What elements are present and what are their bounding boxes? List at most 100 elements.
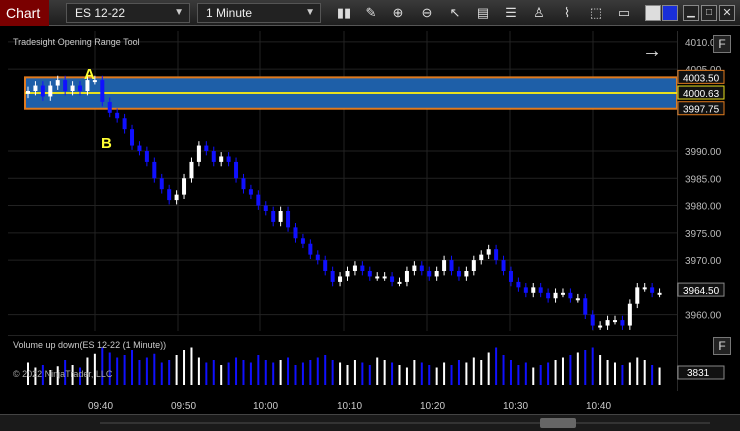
candle-body [397,281,402,284]
indicators-icon[interactable]: ⌇ [563,5,571,20]
price-axis: 4010.004005.003990.003985.003980.003975.… [677,31,725,391]
volume-bar [220,365,223,385]
candle-body [657,292,662,295]
price-tick-label: 4010.00 [685,38,722,49]
minimize-button[interactable]: ▁ [683,5,699,21]
strategy-icon[interactable]: ♙ [533,5,545,20]
candle-body [642,287,647,290]
candle-body [330,271,335,282]
time-label: 10:30 [503,401,529,412]
candle-body [345,271,350,277]
candle-body [78,85,83,91]
horizontal-scrollbar[interactable] [0,414,740,431]
maximize-button[interactable]: □ [701,5,717,21]
time-label: 10:40 [586,401,612,412]
volume-bar [86,357,89,385]
volume-bar [249,362,252,385]
volume-bar [405,367,408,385]
candle-body [471,260,476,271]
volume-bar [428,365,431,385]
bar-chart-icon[interactable]: ▮▮ [336,5,352,20]
volume-bar [108,352,111,385]
volume-bar [71,365,74,385]
volume-bar [561,357,564,385]
scroll-track[interactable] [100,422,710,424]
time-label: 10:00 [253,401,279,412]
candle-body [293,227,298,239]
candle-body [115,112,120,119]
price-plot[interactable] [8,31,677,331]
volume-plot[interactable] [8,335,677,390]
volume-bar [517,365,520,385]
candle-body [308,243,313,255]
interval-select[interactable]: 1 Minute ▼ [197,3,321,23]
candle-body [590,314,595,326]
candle-body [26,91,30,94]
volume-bar [450,365,453,385]
templates-icon[interactable]: ⬚ [589,5,603,20]
candle-body [360,265,365,271]
candle-body [583,298,588,315]
candle-body [226,156,231,162]
chart-tab[interactable]: Chart [0,0,49,26]
toolbar: Chart ES 12-22 ▼ 1 Minute ▼ ▮▮ ✎ ⊕ ⊖ ↖ ▤… [0,0,740,26]
candle-body [650,287,655,293]
price-tag-box [677,85,725,100]
tile-button[interactable] [645,5,661,21]
volume-bar [175,355,178,385]
close-button[interactable]: ✕ [719,5,735,21]
volume-bar [264,360,267,385]
pencil-icon[interactable]: ✎ [365,5,377,20]
volume-bar [361,362,364,385]
candle-body [412,265,417,271]
candle-body [516,281,521,288]
price-tick-label: 3960.00 [685,311,722,322]
volume-bar [93,353,96,385]
volume-bar [145,357,148,385]
volume-bar [353,360,356,385]
candle-body [92,80,97,83]
volume-bar [368,365,371,385]
candle-body [159,178,164,190]
volume-bar [346,365,349,385]
volume-f-button[interactable]: F [713,337,731,355]
candle-body [501,260,506,271]
volume-bar [539,365,542,385]
volume-bar [183,350,186,385]
volume-bar [413,360,416,385]
scroll-thumb[interactable] [540,418,576,428]
time-label: 10:10 [337,401,363,412]
workspace-icon[interactable]: ▭ [617,5,631,20]
time-label: 09:50 [171,401,197,412]
candle-body [486,249,491,255]
arrow-right-icon[interactable]: → [642,40,662,62]
volume-bar [443,362,446,385]
panel-f-button[interactable]: F [713,35,731,53]
volume-bar [487,352,490,385]
candle-body [612,320,617,323]
instrument-select[interactable]: ES 12-22 ▼ [66,3,190,23]
pointer-icon[interactable]: ↖ [449,5,461,20]
price-tick-label: 3975.00 [685,229,722,240]
price-tick-label: 3985.00 [685,174,722,185]
time-label: 09:40 [88,401,114,412]
candle-body [48,85,53,97]
link-button[interactable] [662,5,678,21]
volume-bar [435,367,438,385]
price-tag-label: 4003.50 [683,73,720,84]
volume-bar [272,362,275,385]
volume-bar [79,367,82,385]
volume-bar [554,360,557,385]
candle-body [523,287,528,293]
candle-body [404,271,409,282]
properties-icon[interactable]: ☰ [505,5,517,20]
volume-bar [383,360,386,385]
volume-bar [301,362,304,385]
zoom-in-icon[interactable]: ⊕ [392,5,404,20]
interval-value: 1 Minute [206,6,253,20]
zoom-out-icon[interactable]: ⊖ [421,5,433,20]
volume-bar [569,355,572,385]
data-box-icon[interactable]: ▤ [476,5,490,20]
candle-body [107,101,112,113]
candle-body [323,260,328,271]
